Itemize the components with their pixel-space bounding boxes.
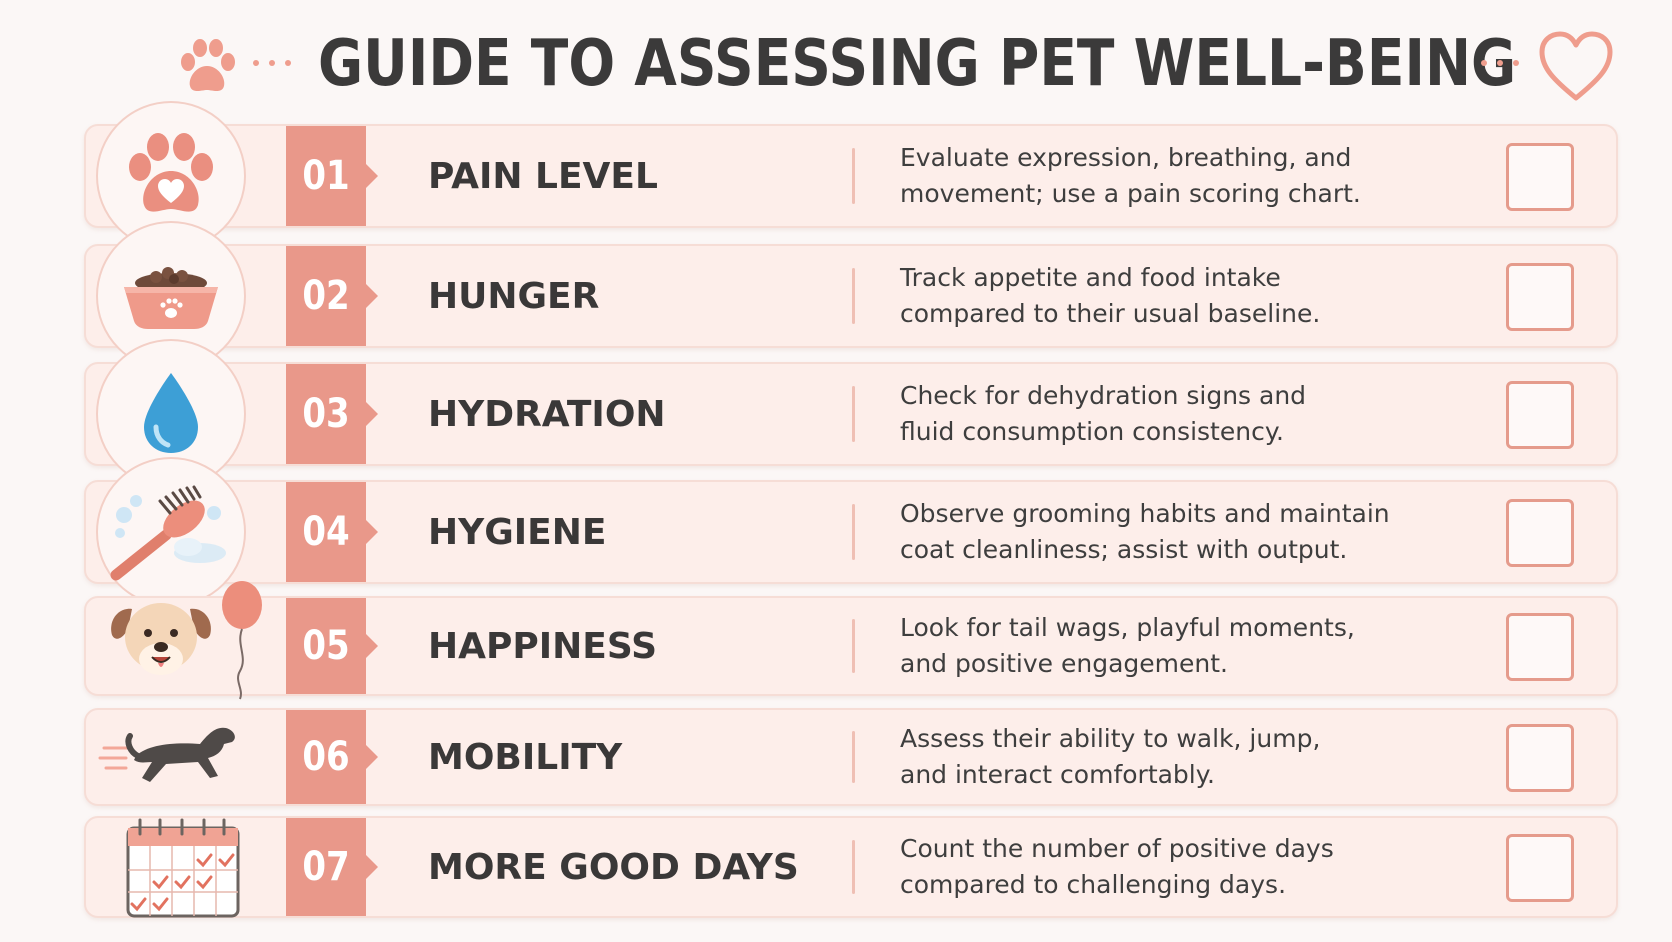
- description-line: coat cleanliness; assist with output.: [900, 535, 1348, 564]
- description-line: Assess their ability to walk, jump,: [900, 724, 1321, 753]
- checklist-row-mobility: 06 MOBILITY Assess their ability to walk…: [84, 708, 1618, 806]
- description-line: Evaluate expression, breathing, and: [900, 143, 1352, 172]
- calendar-checks-icon: [96, 792, 246, 942]
- item-number: 02: [302, 273, 350, 319]
- checklist-row-hunger: 02 HUNGER Track appetite and food intake…: [84, 221, 1618, 371]
- grooming-brush-icon: [96, 457, 246, 607]
- divider: [852, 839, 855, 895]
- header: GUIDE TO ASSESSING PET WELL-BEING: [0, 14, 1672, 114]
- description-line: Observe grooming habits and maintain: [900, 499, 1390, 528]
- page-title: GUIDE TO ASSESSING PET WELL-BEING: [318, 27, 1517, 101]
- description-line: compared to challenging days.: [900, 870, 1287, 899]
- description-line: and positive engagement.: [900, 649, 1228, 678]
- item-description: Check for dehydration signs and fluid co…: [900, 364, 1540, 464]
- item-number: 01: [302, 153, 350, 199]
- description-line: Look for tail wags, playful moments,: [900, 613, 1355, 642]
- checkbox-hygiene[interactable]: [1506, 499, 1574, 567]
- item-name: HUNGER: [428, 275, 600, 317]
- item-name: MOBILITY: [428, 736, 623, 778]
- item-name: PAIN LEVEL: [428, 155, 658, 197]
- item-description: Assess their ability to walk, jump, and …: [900, 710, 1540, 804]
- item-description: Track appetite and food intake compared …: [900, 246, 1540, 346]
- checkbox-more-good-days[interactable]: [1506, 834, 1574, 902]
- description-line: movement; use a pain scoring chart.: [900, 179, 1361, 208]
- checklist-row-happiness: 05 HAPPINESS Look for tail wags, playful…: [84, 581, 1618, 700]
- heart-outline-icon: [1539, 31, 1613, 101]
- running-dog-icon: [96, 682, 246, 832]
- happy-dog-balloon-icon: [96, 571, 262, 721]
- item-number: 06: [302, 734, 350, 780]
- checkbox-hydration[interactable]: [1506, 381, 1574, 449]
- checklist-row-hydration: 03 HYDRATION Check for dehydration signs…: [84, 339, 1618, 489]
- divider: [852, 268, 855, 324]
- item-name: HYGIENE: [428, 511, 607, 553]
- divider: [852, 730, 855, 784]
- checkbox-happiness[interactable]: [1506, 613, 1574, 681]
- paw-icon: [181, 39, 235, 91]
- divider: [852, 619, 855, 673]
- item-name: MORE GOOD DAYS: [428, 846, 799, 888]
- description-line: fluid consumption consistency.: [900, 417, 1284, 446]
- description-line: compared to their usual baseline.: [900, 299, 1321, 328]
- item-name: HYDRATION: [428, 393, 666, 435]
- item-description: Observe grooming habits and maintain coa…: [900, 482, 1540, 582]
- description-line: Track appetite and food intake: [900, 263, 1281, 292]
- checklist-row-pain-level: 01 PAIN LEVEL Evaluate expression, breat…: [84, 101, 1618, 251]
- item-number: 05: [302, 623, 350, 669]
- item-name: HAPPINESS: [428, 625, 658, 667]
- checkbox-hunger[interactable]: [1506, 263, 1574, 331]
- checkbox-mobility[interactable]: [1506, 724, 1574, 792]
- description-line: Count the number of positive days: [900, 834, 1334, 863]
- checklist-row-hygiene: 04 HYGIENE Observe grooming habits and m…: [84, 457, 1618, 607]
- divider: [852, 504, 855, 560]
- item-number: 03: [302, 391, 350, 437]
- item-description: Evaluate expression, breathing, and move…: [900, 126, 1540, 226]
- paw-heart-icon: [96, 101, 246, 251]
- checklist-row-more-good-days: 07 MORE GOOD DAYS Count the number of po…: [84, 816, 1618, 918]
- item-number: 04: [302, 509, 350, 555]
- divider: [852, 148, 855, 204]
- item-number: 07: [302, 844, 350, 890]
- checkbox-pain-level[interactable]: [1506, 143, 1574, 211]
- description-line: Check for dehydration signs and: [900, 381, 1307, 410]
- item-description: Count the number of positive days compar…: [900, 818, 1540, 916]
- divider: [852, 386, 855, 442]
- dots-decoration-left: [253, 60, 291, 66]
- description-line: and interact comfortably.: [900, 760, 1215, 789]
- item-description: Look for tail wags, playful moments, and…: [900, 598, 1540, 694]
- dots-decoration-right: [1481, 60, 1519, 66]
